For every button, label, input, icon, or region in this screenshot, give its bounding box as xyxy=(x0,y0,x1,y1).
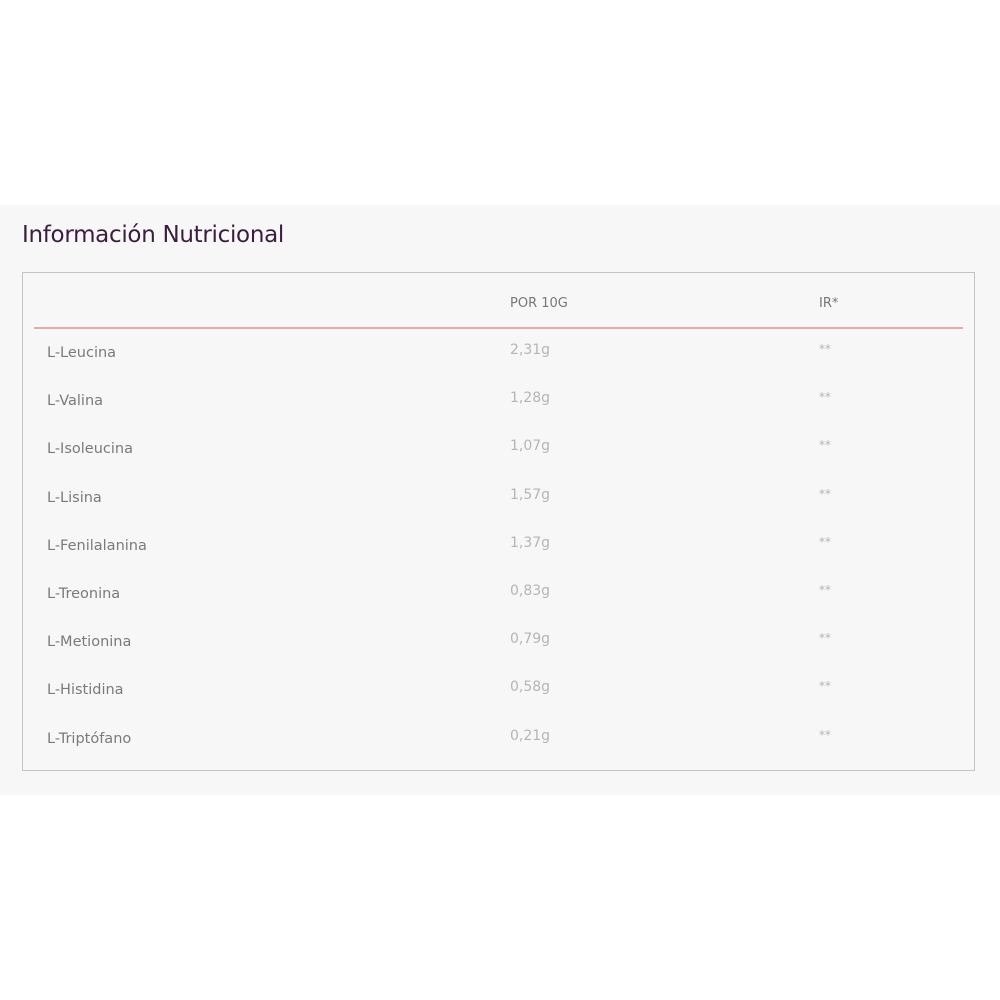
amount-per-10g: 0,83g xyxy=(510,583,551,599)
amount-per-10g: 1,07g xyxy=(510,438,551,455)
ir-value: ** xyxy=(819,534,831,549)
ir-value: ** xyxy=(819,486,831,501)
table-row: L-Triptófano 0,21g ** xyxy=(23,727,974,779)
table-row: L-Lisina 1,57g ** xyxy=(23,486,974,538)
amount-per-10g: 0,79g xyxy=(510,631,551,648)
ir-value: ** xyxy=(819,390,831,405)
table-row: L-Isoleucina 1,07g ** xyxy=(23,438,974,489)
table-row: L-Treonina 0,83g ** xyxy=(23,583,974,634)
ir-value: ** xyxy=(819,438,831,453)
table-row: L-Metionina 0,79g ** xyxy=(23,631,974,682)
amount-per-10g: 1,37g xyxy=(510,534,551,551)
ir-value: ** xyxy=(819,727,831,742)
amount-per-10g: 0,58g xyxy=(510,679,551,696)
ir-value: ** xyxy=(819,342,831,356)
header-per-10g: POR 10G xyxy=(510,296,568,311)
ir-value: ** xyxy=(819,583,831,597)
amino-acid-name: L-Fenilalanina xyxy=(47,537,147,554)
amino-acid-name: L-Leucina xyxy=(47,345,117,361)
amino-acid-name: L-Triptófano xyxy=(47,730,132,747)
table-row: L-Fenilalanina 1,37g ** xyxy=(23,534,974,586)
amino-acid-name: L-Metionina xyxy=(47,634,132,651)
header-divider xyxy=(34,327,963,329)
amino-acid-name: L-Valina xyxy=(47,393,104,410)
section-title: Información Nutricional xyxy=(22,222,284,248)
amount-per-10g: 0,21g xyxy=(510,727,551,744)
nutrition-panel: Información Nutricional POR 10G IR* L-Le… xyxy=(0,205,1000,795)
amount-per-10g: 1,28g xyxy=(510,390,551,407)
amino-acid-name: L-Treonina xyxy=(47,586,121,602)
ir-value: ** xyxy=(819,631,831,646)
amount-per-10g: 1,57g xyxy=(510,486,551,503)
amino-acid-name: L-Lisina xyxy=(47,489,102,506)
amino-acid-name: L-Isoleucina xyxy=(47,441,133,458)
table-row: L-Histidina 0,58g ** xyxy=(23,679,974,730)
amino-acid-name: L-Histidina xyxy=(47,682,124,699)
table-row: L-Valina 1,28g ** xyxy=(23,390,974,441)
ir-value: ** xyxy=(819,679,831,694)
table-row: L-Leucina 2,31g ** xyxy=(23,342,974,393)
amount-per-10g: 2,31g xyxy=(510,342,551,358)
nutrition-table: POR 10G IR* L-Leucina 2,31g ** L-Valina 1,28… xyxy=(22,272,975,771)
header-ir: IR* xyxy=(819,296,839,311)
